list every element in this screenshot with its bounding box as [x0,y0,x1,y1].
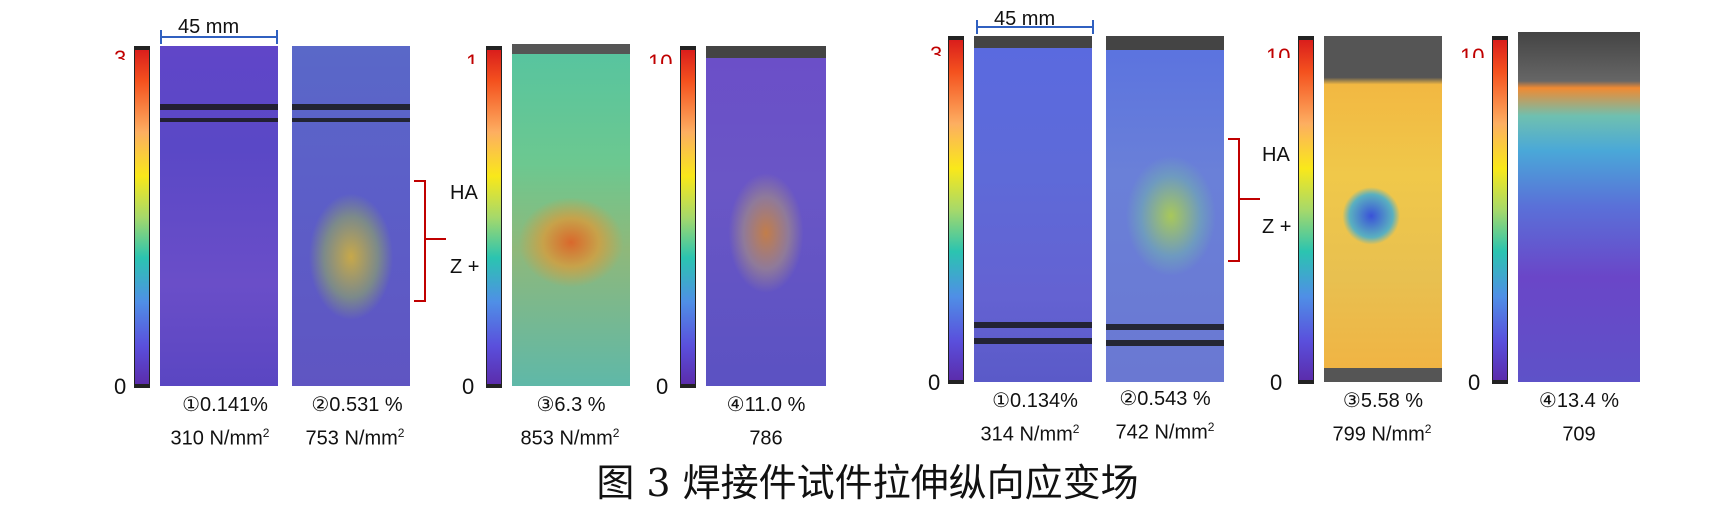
width-dimension-arrow [976,20,1094,34]
z-plus-label: Z + [450,256,480,278]
specimen-1-stress: 310 N/mm2 [170,426,270,450]
colorbar [948,36,964,384]
ha-label: HA [1262,144,1290,166]
specimen-8-stress: 709 [1562,423,1596,446]
scale-max-partial: 10 [1460,46,1484,58]
specimen-1-strain: ①0.141% [182,394,268,416]
scale-max-partial: 10 [648,52,672,64]
width-dimension-label: 45 mm [178,16,240,38]
specimen-8-strain: ④13.4 % [1538,390,1620,412]
specimen-image-5 [974,36,1092,382]
specimen-3-strain: ③6.3 % [536,394,606,416]
heat-affected-zone-brace [1228,138,1240,262]
specimen-3-stress: 853 N/mm2 [520,426,620,450]
colorbar [1298,36,1314,384]
scale-zero: 0 [114,374,127,399]
scale-zero: 0 [1468,370,1481,395]
scale-max-partial: 10 [1266,46,1290,58]
specimen-7-strain: ③5.58 % [1342,390,1424,412]
specimen-2-strain: ②0.531 % [311,394,403,416]
specimen-image-1 [160,46,278,386]
colorbar [1492,36,1508,384]
z-plus-label: Z + [1262,216,1292,238]
brace-tip [1240,198,1260,200]
colorbar [134,46,150,388]
brace-tip [426,238,446,240]
specimen-6-strain: ②0.543 % [1119,388,1211,410]
scale-zero: 0 [656,374,669,399]
specimen-6-stress: 742 N/mm2 [1115,420,1215,444]
specimen-image-4 [706,46,826,386]
specimen-5-stress: 314 N/mm2 [980,422,1080,446]
specimen-7-stress: 799 N/mm2 [1332,422,1432,446]
specimen-4-strain: ④11.0 % [726,394,806,416]
specimen-2-stress: 753 N/mm2 [305,426,405,450]
scale-zero: 0 [928,370,941,395]
ha-label: HA [450,182,478,204]
specimen-5-strain: ①0.134% [992,390,1078,412]
scale-max-partial: 3 [114,48,126,60]
specimen-4-stress: 786 [749,427,783,450]
scale-max-partial: 3 [930,44,942,56]
width-dimension-arrow [160,30,278,44]
scale-zero: 0 [1270,370,1283,395]
specimen-image-3 [512,44,630,386]
heat-affected-zone-brace [414,180,426,302]
specimen-image-8 [1518,32,1640,382]
specimen-image-6 [1106,36,1224,382]
figure-caption: 图 3 焊接件试件拉伸纵向应变场 [596,461,1139,505]
specimen-image-2 [292,46,410,386]
scale-max-partial: 1 [466,52,478,64]
colorbar [486,46,502,388]
specimen-image-7 [1324,36,1442,382]
scale-zero: 0 [462,374,475,399]
width-dimension-label: 45 mm [994,8,1056,30]
colorbar [680,46,696,388]
